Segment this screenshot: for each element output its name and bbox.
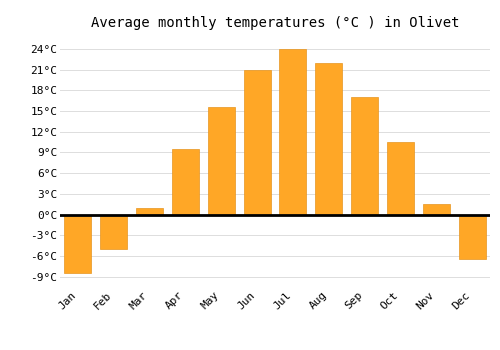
Bar	[100, 215, 127, 249]
Bar	[280, 49, 306, 215]
Bar	[136, 208, 163, 215]
Bar	[351, 97, 378, 215]
Bar	[244, 70, 270, 215]
Bar	[64, 215, 92, 273]
Title: Average monthly temperatures (°C ) in Olivet: Average monthly temperatures (°C ) in Ol…	[91, 16, 459, 30]
Bar	[172, 149, 199, 215]
Bar	[423, 204, 450, 215]
Bar	[458, 215, 485, 259]
Bar	[316, 63, 342, 215]
Bar	[208, 107, 234, 215]
Bar	[387, 142, 414, 215]
